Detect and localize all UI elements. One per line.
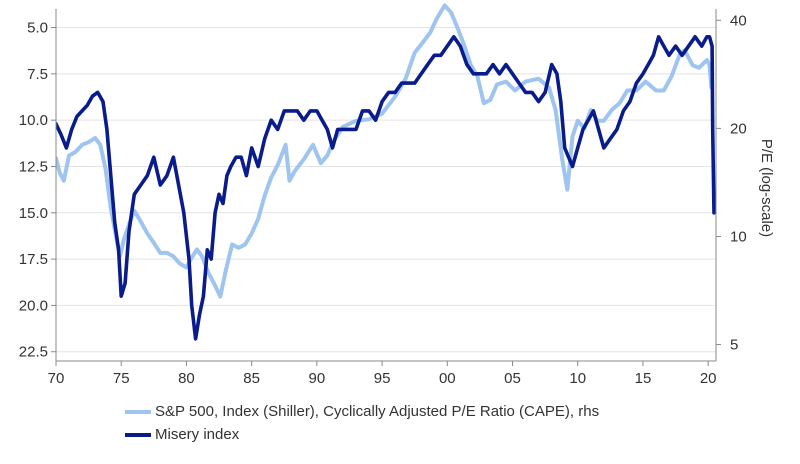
left-tick-label: 17.5 (19, 251, 48, 268)
grid (56, 27, 716, 353)
right-tick-label: 20 (730, 120, 747, 137)
x-tick-label: 00 (439, 370, 456, 387)
right-tick-label: 10 (730, 228, 747, 245)
left-tick-label: 12.5 (19, 158, 48, 175)
x-tick-label: 70 (48, 370, 65, 387)
right-tick-label: 5 (730, 337, 738, 354)
x-tick-label: 10 (569, 370, 586, 387)
legend-label-cape: S&P 500, Index (Shiller), Cyclically Adj… (155, 403, 600, 420)
x-tick-label: 15 (635, 370, 652, 387)
left-tick-label: 20.0 (19, 297, 48, 314)
right-tick-label: 40 (730, 12, 747, 29)
right-axis-title: P/E (log-scale) (758, 139, 775, 237)
x-tick-label: 20 (700, 370, 717, 387)
series-line-cape (56, 3, 714, 299)
left-tick-label: 22.5 (19, 344, 48, 361)
series-line-misery (56, 34, 716, 341)
left-tick-label: 10.0 (19, 112, 48, 129)
x-tick-label: 95 (374, 370, 391, 387)
x-tick-label: 80 (178, 370, 195, 387)
legend-swatch-cape (125, 409, 151, 414)
series-layer (56, 3, 716, 341)
x-tick-label: 90 (309, 370, 326, 387)
left-tick-label: 15.0 (19, 205, 48, 222)
left-tick-label: 5.0 (27, 20, 48, 37)
axes: 5.0 7.5 10.0 12.5 15.0 17.5 20.0 22.5 5 10 20 40 70 7… (19, 9, 747, 387)
x-tick-label: 75 (113, 370, 130, 387)
legend: S&P 500, Index (Shiller), Cyclically Adj… (125, 400, 599, 446)
x-tick-label: 85 (243, 370, 260, 387)
legend-item-misery: Misery index (125, 423, 599, 446)
legend-item-cape: S&P 500, Index (Shiller), Cyclically Adj… (125, 400, 599, 423)
x-tick-label: 05 (504, 370, 521, 387)
legend-label-misery: Misery index (155, 426, 240, 443)
left-tick-label: 7.5 (27, 66, 48, 83)
legend-swatch-misery (125, 432, 151, 437)
